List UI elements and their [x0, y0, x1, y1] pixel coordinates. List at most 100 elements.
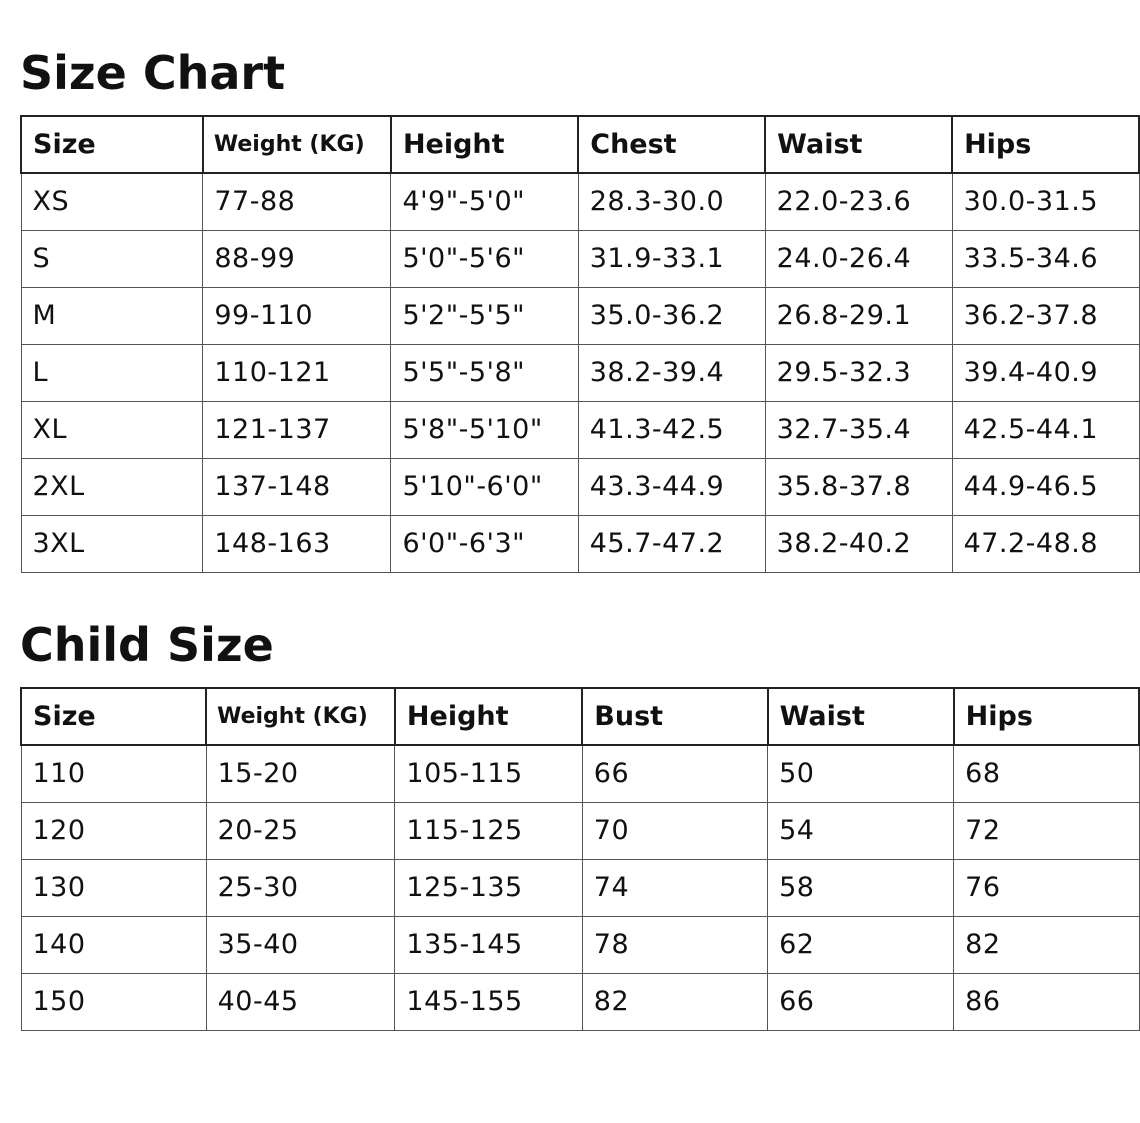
table-cell: 25-30: [205, 858, 396, 917]
table-cell: 77-88: [202, 172, 392, 231]
column-header: Hips: [952, 687, 1140, 746]
table-cell: 38.2-40.2: [764, 514, 953, 573]
table-cell: 82: [953, 915, 1140, 974]
table-cell: 115-125: [394, 801, 583, 860]
table-cell: 43.3-44.9: [577, 457, 766, 516]
table-cell: 121-137: [202, 400, 392, 459]
table-cell: 5'2"-5'5": [390, 286, 579, 345]
table-cell: 62: [767, 915, 955, 974]
adult-size-table: Size Weight (KG) Height Chest Waist Hips XS 77-…: [20, 115, 1140, 573]
table-cell: 40-45: [205, 972, 396, 1031]
table-cell: 66: [581, 744, 769, 803]
table-cell: S: [20, 229, 204, 288]
column-header: Hips: [951, 115, 1140, 174]
table-cell: 125-135: [394, 858, 583, 917]
table-cell: 88-99: [202, 229, 392, 288]
size-chart-title: Size Chart: [20, 46, 286, 100]
column-header: Waist: [764, 115, 954, 174]
table-cell: 99-110: [202, 286, 392, 345]
table-cell: 50: [767, 744, 955, 803]
table-cell: 47.2-48.8: [951, 514, 1140, 573]
table-cell: 32.7-35.4: [764, 400, 953, 459]
table-row: 3XL 148-163 6'0"-6'3" 45.7-47.2 38.2-40.2 47.…: [20, 514, 1140, 573]
table-cell: L: [20, 343, 204, 402]
table-cell: 72: [953, 801, 1140, 860]
column-header: Chest: [577, 115, 767, 174]
table-cell: 38.2-39.4: [577, 343, 766, 402]
table-cell: 68: [953, 744, 1140, 803]
table-cell: 30.0-31.5: [951, 172, 1140, 231]
table-cell: 66: [767, 972, 955, 1031]
table-cell: 39.4-40.9: [951, 343, 1140, 402]
table-row: 2XL 137-148 5'10"-6'0" 43.3-44.9 35.8-37.8 44…: [20, 457, 1140, 516]
table-cell: 42.5-44.1: [951, 400, 1140, 459]
column-header: Height: [393, 687, 584, 746]
table-cell: 29.5-32.3: [764, 343, 953, 402]
table-cell: 22.0-23.6: [764, 172, 953, 231]
table-cell: 110-121: [202, 343, 392, 402]
table-cell: 5'0"-5'6": [390, 229, 579, 288]
table-cell: 35.8-37.8: [764, 457, 953, 516]
table-row: 110 15-20 105-115 66 50 68: [20, 744, 1140, 803]
column-header: Bust: [581, 687, 769, 746]
table-cell: XS: [20, 172, 204, 231]
table-cell: 35.0-36.2: [577, 286, 766, 345]
table-row: 130 25-30 125-135 74 58 76: [20, 858, 1140, 917]
table-cell: 28.3-30.0: [577, 172, 766, 231]
table-row: M 99-110 5'2"-5'5" 35.0-36.2 26.8-29.1 36.2-3…: [20, 286, 1140, 345]
table-cell: 145-155: [394, 972, 583, 1031]
table-cell: 6'0"-6'3": [390, 514, 579, 573]
table-cell: 110: [20, 744, 207, 803]
table-cell: 105-115: [394, 744, 583, 803]
child-size-table: Size Weight (KG) Height Bust Waist Hips 110 15-…: [19, 687, 1140, 1031]
table-cell: 74: [581, 858, 769, 917]
table-row: 140 35-40 135-145 78 62 82: [20, 915, 1140, 974]
table-cell: 24.0-26.4: [764, 229, 953, 288]
table-cell: 148-163: [202, 514, 392, 573]
table-cell: 76: [953, 858, 1140, 917]
table-cell: 4'9"-5'0": [390, 172, 579, 231]
table-cell: 140: [20, 915, 207, 974]
table-cell: 41.3-42.5: [577, 400, 766, 459]
column-header: Weight (KG): [201, 115, 392, 174]
table-cell: 135-145: [394, 915, 583, 974]
table-cell: 120: [20, 801, 207, 860]
table-cell: 86: [953, 972, 1140, 1031]
table-cell: M: [20, 286, 204, 345]
table-cell: 137-148: [202, 457, 392, 516]
table-cell: 130: [20, 858, 207, 917]
header-row: Size Weight (KG) Height Bust Waist Hips: [19, 687, 1140, 746]
table-cell: 58: [767, 858, 955, 917]
table-cell: 78: [581, 915, 769, 974]
table-row: XS 77-88 4'9"-5'0" 28.3-30.0 22.0-23.6 30.0-3…: [20, 172, 1140, 231]
table-cell: 35-40: [205, 915, 396, 974]
table-cell: 44.9-46.5: [951, 457, 1140, 516]
table-row: 150 40-45 145-155 82 66 86: [20, 972, 1140, 1031]
table-row: 120 20-25 115-125 70 54 72: [20, 801, 1140, 860]
table-cell: 150: [20, 972, 207, 1031]
table-cell: 5'8"-5'10": [390, 400, 579, 459]
table-cell: 45.7-47.2: [577, 514, 766, 573]
table-cell: 54: [767, 801, 955, 860]
column-header: Weight (KG): [205, 687, 396, 746]
table-cell: 5'5"-5'8": [390, 343, 579, 402]
table-cell: 3XL: [20, 514, 204, 573]
table-row: S 88-99 5'0"-5'6" 31.9-33.1 24.0-26.4 33.5-34…: [20, 229, 1140, 288]
column-header: Size: [20, 115, 204, 174]
table-cell: 70: [581, 801, 769, 860]
table-cell: 26.8-29.1: [764, 286, 953, 345]
table-cell: 33.5-34.6: [951, 229, 1140, 288]
column-header: Size: [19, 687, 208, 746]
table-cell: 5'10"-6'0": [390, 457, 579, 516]
column-header: Waist: [766, 687, 955, 746]
table-cell: 31.9-33.1: [577, 229, 766, 288]
header-row: Size Weight (KG) Height Chest Waist Hips: [20, 115, 1140, 174]
table-cell: XL: [20, 400, 204, 459]
table-cell: 20-25: [205, 801, 396, 860]
table-cell: 15-20: [205, 744, 396, 803]
table-cell: 82: [581, 972, 769, 1031]
table-row: XL 121-137 5'8"-5'10" 41.3-42.5 32.7-35.4 42.…: [20, 400, 1140, 459]
child-size-title: Child Size: [20, 618, 274, 672]
table-cell: 2XL: [20, 457, 204, 516]
table-cell: 36.2-37.8: [951, 286, 1140, 345]
